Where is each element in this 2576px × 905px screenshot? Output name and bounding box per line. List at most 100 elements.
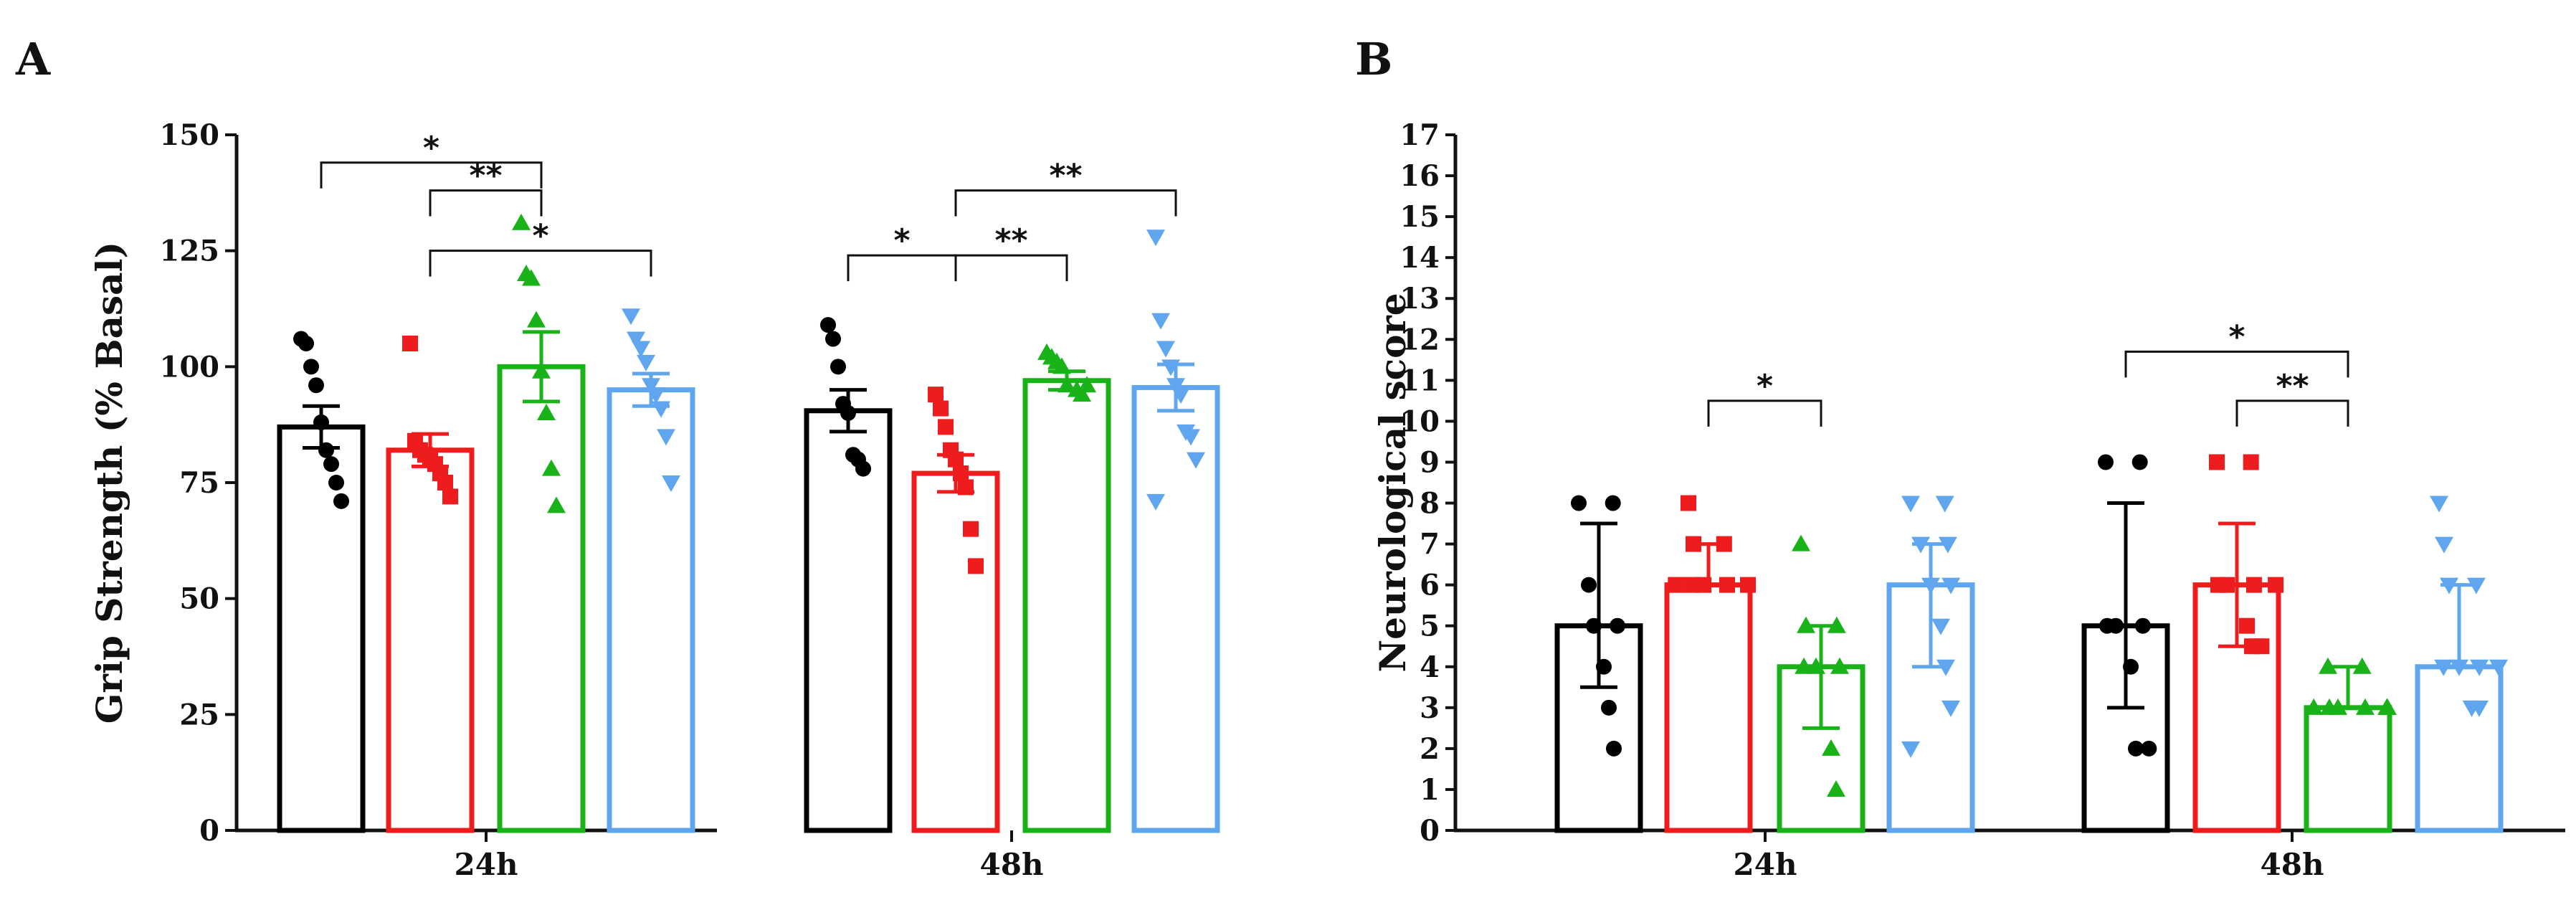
panel-a-data-point [1146,229,1165,247]
panel-b-data-point [1938,536,1957,554]
panel-b-data-point [1740,577,1756,593]
panel-b-data-point [1941,577,1961,594]
panel-b-data-point [2320,698,2339,715]
panel-b-data-point [2489,659,2508,676]
panel-b-bar [2304,705,2392,833]
panel-a-significance-label: ** [1049,158,1082,194]
panel-b-y-axis-title: Neurological score [1372,293,1414,672]
panel-a-significance-label: * [423,130,439,166]
panel-a-data-point [512,213,531,230]
panel-b-data-point [1668,577,1684,593]
chart-panel-a: 0 25 50 75 100 125 150 Grip Strength (% Basal) 2… [88,118,1220,882]
panel-a-data-point [402,336,418,351]
panel-a-data-point [632,341,650,358]
panel-b-letter: B [1355,33,1392,85]
panel-a-y-tick-label: 0 [199,814,219,848]
panel-b-y-tick-label: 14 [1399,241,1440,275]
panel-b-data-point [1601,699,1617,716]
panel-b-y-tick-label: 0 [1420,814,1440,848]
panel-a-significance-bracket [429,189,543,217]
panel-a-data-point [662,475,680,492]
panel-a-data-point [542,459,561,476]
panel-a-data-point [938,419,954,435]
panel-b-data-point [1581,577,1597,593]
panel-b-data-point [1941,700,1960,717]
panel-b-data-point [2131,454,2148,470]
panel-b-data-point [2239,617,2255,634]
panel-a-data-point [437,475,453,491]
panel-a-bar [911,470,1000,833]
panel-a-data-point [933,400,949,417]
panel-b-y-tick-label: 6 [1420,569,1440,602]
panel-b-data-point [1686,536,1701,552]
panel-a-data-point [1166,378,1185,395]
panel-a-data-point [527,311,546,328]
panel-b-data-point [2466,577,2486,594]
panel-a-significance-bracket [954,254,1068,282]
panel-b-data-point [2245,577,2262,593]
panel-b-data-point [2209,454,2225,470]
panel-a-data-point [928,387,944,403]
panel-b-data-point [1830,657,1849,674]
panel-b-data-point [1610,617,1625,634]
panel-b-data-point [1696,577,1711,593]
panel-b-data-point [1681,495,1696,511]
panel-b-data-point [1827,616,1846,633]
panel-b-y-tick-label: 17 [1399,118,1440,152]
panel-a-data-point [622,308,640,326]
panel-a-data-point [958,479,974,496]
panel-a-data-point [328,475,344,491]
panel-a-data-point [642,378,660,395]
panel-a-data-point [442,488,458,505]
panel-a-y-tick-label: 125 [160,234,220,268]
panel-b-significance-bracket [2235,399,2349,427]
panel-b-bar [1664,582,1753,833]
panel-b-data-point [2141,740,2157,757]
panel-b-data-point [1936,659,1955,676]
panel-a-data-point [1161,359,1180,376]
panel-b-data-point [1797,616,1815,633]
panel-a-data-point [1073,385,1091,402]
panel-b-data-point [2253,638,2270,655]
panel-b-category-label: 24h [1734,847,1797,882]
panel-b-data-point [1827,780,1845,797]
panel-a-bar [607,387,695,833]
panel-b-data-point [2098,454,2114,470]
panel-a-data-point [657,429,675,446]
panel-b-data-point [2128,740,2144,757]
panel-b-data-point [1571,495,1587,511]
panel-b-data-point [2352,657,2372,674]
panel-a-significance-bracket [954,189,1177,217]
panel-a-data-point [547,496,566,513]
panel-b-data-point [2099,617,2115,634]
panel-b-data-point [1807,657,1825,674]
panel-a-y-axis-title: Grip Strength (% Basal) [88,242,130,724]
panel-a-data-point [522,269,541,286]
panel-a-data-point [855,460,871,477]
panel-b-y-tick-label: 2 [1420,732,1440,766]
panel-b-y-tick-label: 11 [1399,364,1440,397]
panel-a-y-tick-label: 100 [160,350,220,384]
panel-b-data-point [2430,496,2448,513]
panel-b-significance-label: * [1757,368,1773,404]
panel-b-data-point [2268,577,2284,593]
panel-b-data-point [1931,618,1950,635]
panel-a-bar [804,408,893,833]
panel-a-y-tick-label: 75 [179,466,219,500]
panel-b-data-point [2243,454,2259,470]
panel-b-data-point [1921,577,1940,594]
panel-a-y-tick-label: 150 [160,118,220,152]
panel-b-data-point [1683,577,1700,593]
panel-a-data-point [532,361,551,379]
panel-b-data-point [2304,698,2324,715]
panel-b-y-tick-label: 5 [1420,610,1440,643]
panel-a-data-point [948,451,964,468]
panel-a-data-point [313,414,329,430]
panel-b-data-point [2378,698,2397,715]
panel-a-significance-bracket [847,254,957,282]
panel-b-y-tick-label: 16 [1399,159,1440,193]
panel-b-y-tick-label: 15 [1399,200,1440,234]
panel-a-data-point [830,359,846,375]
panel-b-data-point [1716,536,1732,552]
